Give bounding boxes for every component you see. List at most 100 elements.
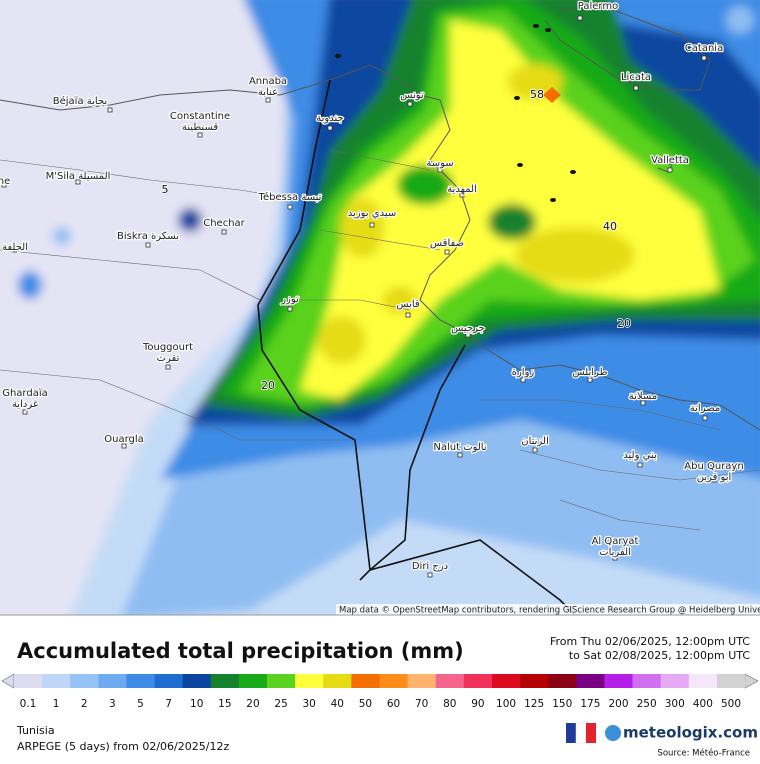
city-name: Chechar	[203, 218, 245, 229]
city-dot	[369, 222, 375, 228]
legend-swatch	[210, 674, 240, 688]
field	[382, 286, 418, 314]
legend-label: 60	[387, 698, 400, 710]
admin-border	[319, 229, 441, 251]
legend: 0.1 1 2 3 5 7 10 15 20 25 30 40 50 60 70 80 90 100 125 150 1…	[1, 673, 759, 710]
city-name: بني وليد	[623, 450, 656, 461]
city-dot	[165, 364, 171, 370]
city-name: جندوبة	[316, 113, 343, 124]
legend-swatch	[295, 674, 324, 688]
legend-label: 100	[496, 698, 516, 710]
city-name: Valletta	[651, 155, 689, 166]
city-name: Al Qaryat	[592, 536, 639, 547]
city-name: سوسة	[426, 158, 453, 169]
field	[298, 43, 322, 67]
city-name: مسلاتة	[629, 391, 657, 402]
city-dot	[287, 306, 293, 312]
city-dot	[407, 101, 413, 107]
legend-swatch	[182, 674, 212, 688]
city-local-name: تقرت	[157, 353, 180, 364]
city-name: Diri درج	[412, 561, 448, 572]
legend-swatch	[716, 674, 746, 688]
city-local-name: غرداية	[12, 399, 38, 410]
city-local-name: القريات	[599, 547, 631, 558]
attribution: Map data © OpenStreetMap contributors, r…	[339, 606, 760, 616]
city-name: Béjaïa بجاية	[53, 95, 107, 107]
city-name: Biskra بسكرة	[117, 231, 179, 242]
city-dot	[121, 443, 127, 449]
period-from: From Thu 02/06/2025, 12:00pm UTC	[550, 635, 750, 648]
legend-swatch	[379, 674, 408, 688]
source: Source: Météo-France	[657, 748, 750, 759]
legend-label: 20	[246, 698, 259, 710]
city-dot	[75, 179, 81, 185]
city-dot	[405, 312, 411, 318]
legend-swatch	[323, 674, 352, 688]
city-dot	[107, 107, 113, 113]
city-dot	[532, 447, 538, 453]
city-name: جرجيس	[451, 323, 485, 334]
legend-swatch	[548, 674, 577, 688]
island	[545, 28, 551, 32]
brand[interactable]: meteologix.com	[623, 724, 758, 742]
legend-label: 200	[608, 698, 628, 710]
city-dot	[633, 85, 639, 91]
city-name: M'Sila المسيلة	[46, 171, 111, 182]
city-dot	[145, 242, 151, 248]
legend-label: 50	[359, 698, 372, 710]
island	[517, 163, 523, 167]
admin-border	[329, 149, 431, 171]
admin-border	[519, 449, 760, 481]
city-name: Catania	[685, 43, 723, 54]
contour-label: 5	[162, 183, 169, 196]
legend-label: 1	[53, 698, 60, 710]
attribution-bg	[336, 604, 760, 615]
field	[515, 227, 635, 283]
city-local-name: ابو قرين	[697, 472, 732, 483]
legend-swatch	[42, 674, 71, 688]
legend-label: 15	[218, 698, 231, 710]
legend-swatch	[13, 674, 43, 688]
city-name: الزنتان	[521, 436, 549, 447]
city-name: Touggourt	[142, 342, 193, 353]
city-dot	[287, 204, 293, 210]
contour-label: 20	[617, 317, 631, 330]
period-to: to Sat 02/08/2025, 12:00pm UTC	[569, 649, 750, 662]
border	[369, 344, 466, 571]
flag-blue	[566, 723, 576, 743]
legend-swatch	[238, 674, 268, 688]
admin-border	[99, 379, 350, 441]
legend-label: 3	[109, 698, 116, 710]
legend-label: 500	[721, 698, 741, 710]
admin-border	[0, 249, 261, 301]
city-dot	[22, 409, 28, 415]
city-dot	[197, 132, 203, 138]
field	[397, 165, 453, 205]
flag-red	[586, 723, 596, 743]
city-name: تونس	[400, 90, 424, 101]
city-name: الجلفة	[2, 242, 28, 253]
legend-label: 2	[81, 698, 88, 710]
city-name: Constantine	[170, 111, 230, 122]
legend-swatch	[98, 674, 127, 688]
legend-label: 175	[580, 698, 600, 710]
title: Accumulated total precipitation (mm)	[17, 639, 464, 663]
city-name: Nalut نالوت	[433, 442, 486, 453]
city-dot	[327, 125, 333, 131]
city-dot	[444, 249, 450, 255]
city-dot	[457, 452, 463, 458]
legend-swatch	[520, 674, 549, 688]
legend-label: 400	[693, 698, 713, 710]
city-name: Annaba	[249, 76, 287, 87]
legend-arrow-right	[744, 673, 759, 689]
city-name: Palermo	[578, 1, 618, 12]
city-name: طرابلس	[572, 367, 607, 378]
city-name: المهدية	[447, 184, 477, 195]
island	[570, 170, 576, 174]
coastline	[544, 4, 711, 91]
legend-swatch	[660, 674, 690, 688]
legend-label: 5	[137, 698, 144, 710]
legend-swatch	[154, 674, 183, 688]
logo-icon	[605, 725, 621, 741]
